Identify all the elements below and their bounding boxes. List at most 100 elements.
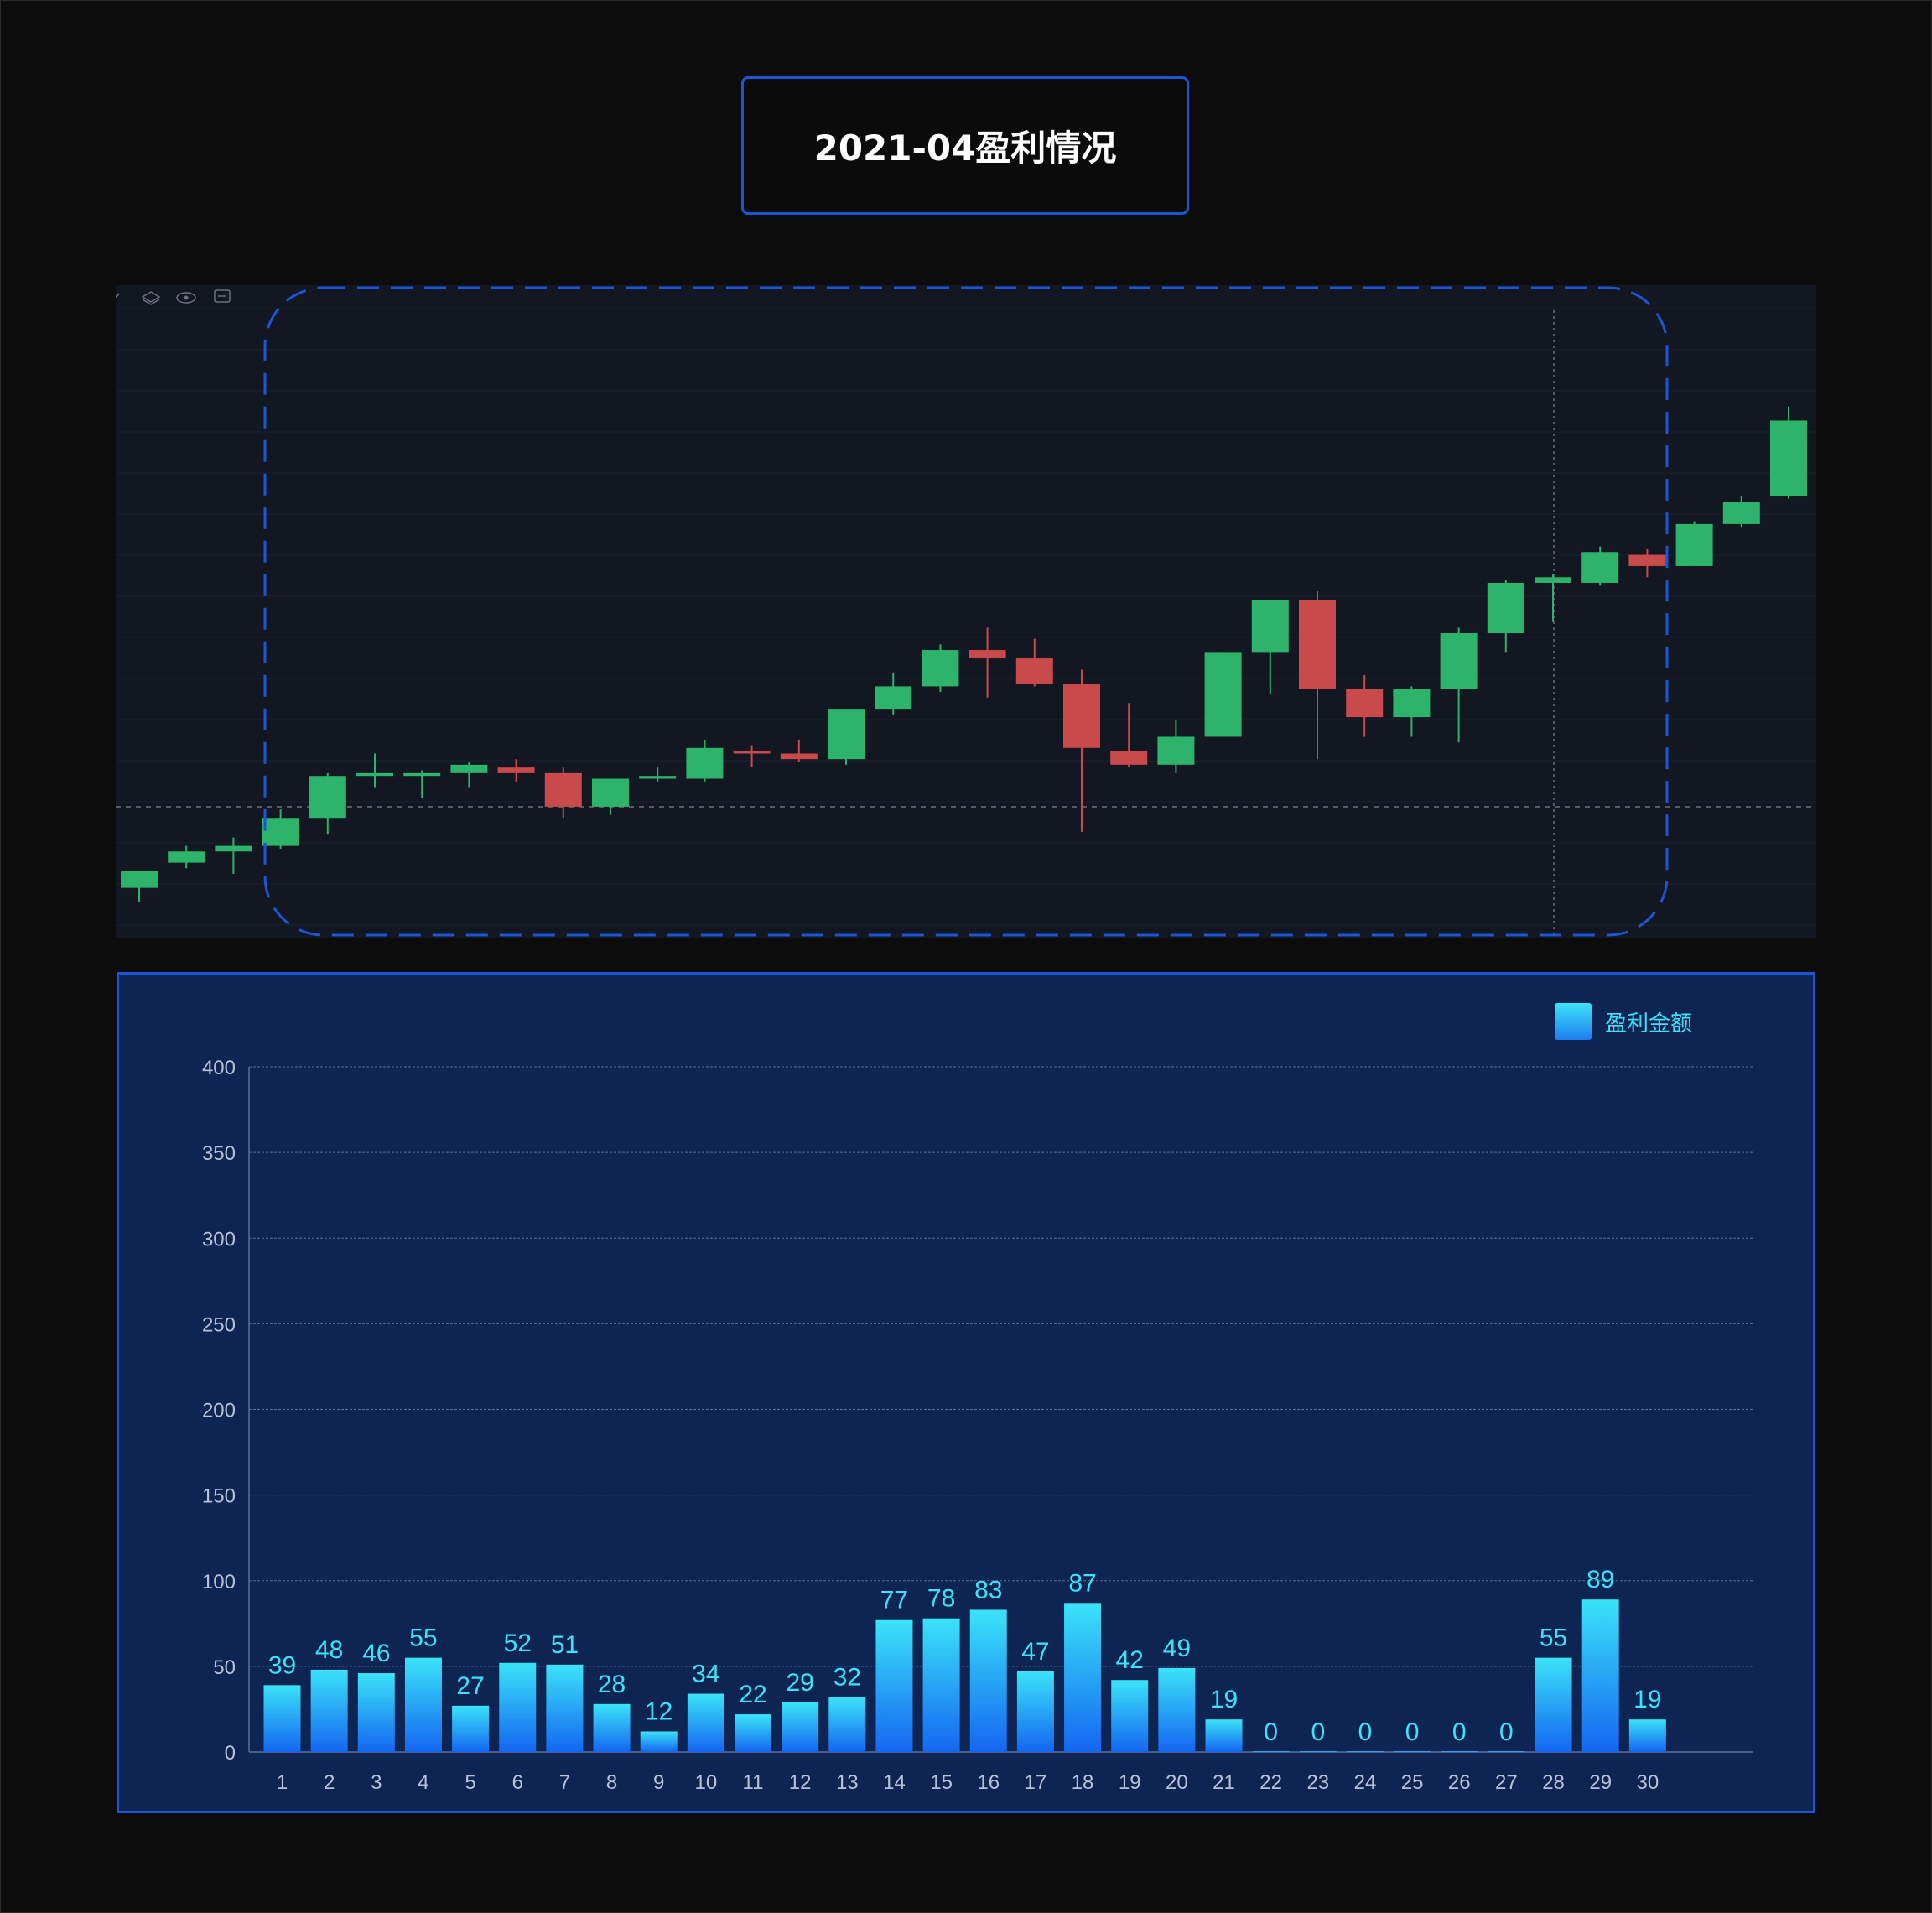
bar-value-label: 0	[1405, 1718, 1420, 1746]
x-tick-label: 30	[1636, 1771, 1659, 1794]
bar-value-label: 77	[880, 1587, 908, 1614]
bar-value-label: 19	[1633, 1686, 1661, 1713]
bar	[263, 1685, 301, 1752]
bar-value-label: 19	[1210, 1686, 1238, 1713]
candle-body	[1440, 633, 1478, 689]
kline-toolbar	[116, 289, 231, 305]
bar-group: 49 20	[1158, 1635, 1196, 1794]
candle	[922, 644, 959, 693]
candle-body	[1299, 599, 1336, 689]
x-tick-label: 25	[1401, 1771, 1424, 1794]
bar	[404, 1657, 442, 1752]
bar	[499, 1662, 537, 1752]
candle	[1628, 548, 1666, 578]
x-tick-label: 24	[1354, 1771, 1377, 1794]
kline-chart-panel[interactable]	[116, 285, 1816, 938]
kline-chart[interactable]	[116, 285, 1816, 938]
bar-value-label: 83	[974, 1576, 1002, 1604]
bar-value-label: 0	[1264, 1718, 1278, 1746]
bar-value-label: 22	[739, 1681, 766, 1708]
candle	[1157, 720, 1195, 773]
candle	[403, 770, 441, 798]
candle	[1487, 580, 1524, 653]
candle-body	[875, 686, 912, 710]
bar	[546, 1664, 584, 1752]
bar-group: 34 10	[687, 1661, 724, 1794]
bar-group: 83 16	[969, 1576, 1007, 1794]
y-tick-label: 200	[202, 1400, 236, 1422]
bar	[640, 1731, 678, 1752]
candle	[1535, 574, 1571, 622]
bar-value-label: 28	[598, 1671, 626, 1698]
bar	[1016, 1671, 1054, 1752]
page-title: 2021-04盈利情况	[813, 127, 1117, 169]
candle	[1299, 590, 1336, 760]
candle	[592, 778, 629, 815]
bar-value-label: 48	[315, 1636, 343, 1664]
legend-label: 盈利金额	[1605, 1011, 1693, 1037]
eye-icon	[176, 292, 196, 304]
candle	[1251, 599, 1289, 695]
x-tick-label: 23	[1306, 1771, 1329, 1794]
bar-group: 32 13	[828, 1664, 866, 1794]
bar-group: 87 18	[1064, 1569, 1102, 1794]
chart-legend[interactable]: 盈利金额	[1555, 1003, 1692, 1040]
bar-value-label: 0	[1452, 1718, 1467, 1746]
bar-group: 51 7	[546, 1631, 584, 1794]
candle-body	[1015, 658, 1053, 684]
settings-icon	[214, 289, 231, 303]
bar	[922, 1618, 960, 1752]
bar-group: 28 8	[593, 1671, 631, 1794]
y-tick-label: 250	[202, 1313, 236, 1336]
bar-value-label: 47	[1021, 1638, 1049, 1666]
x-tick-label: 22	[1259, 1771, 1282, 1794]
x-tick-label: 27	[1495, 1771, 1518, 1794]
bar-group: 52 6	[499, 1630, 537, 1794]
bar-value-label: 27	[456, 1672, 484, 1700]
candle-body	[969, 650, 1006, 659]
bar-group: 55 4	[404, 1624, 442, 1794]
bar	[1581, 1599, 1619, 1752]
candle	[639, 767, 677, 782]
bar-group: 0 23	[1299, 1718, 1337, 1794]
x-tick-label: 16	[977, 1771, 1000, 1794]
candle	[875, 672, 912, 715]
bar	[687, 1693, 724, 1752]
bar	[735, 1714, 771, 1752]
y-tick-label: 300	[202, 1228, 236, 1250]
candle-body	[1675, 523, 1713, 566]
bar-value-label: 32	[834, 1664, 861, 1692]
selection-rectangle	[263, 286, 1669, 937]
bar-group: 22 11	[735, 1681, 771, 1794]
bar-value-label: 55	[409, 1624, 437, 1652]
bar-value-label: 39	[268, 1651, 296, 1679]
candle-body	[215, 845, 252, 852]
x-tick-label: 21	[1213, 1771, 1235, 1794]
bar-value-label: 49	[1163, 1635, 1191, 1662]
candle-body	[403, 772, 441, 777]
bar-value-label: 34	[692, 1661, 719, 1688]
layers-icon	[141, 291, 161, 305]
y-tick-label: 150	[202, 1485, 236, 1508]
bar-group: 0 25	[1394, 1718, 1431, 1794]
bar	[828, 1697, 866, 1752]
bar-chart: 0501001502002503003504003914824635542755…	[202, 1057, 1753, 1794]
candle-body	[1393, 689, 1431, 718]
bar-value-label: 42	[1116, 1646, 1144, 1674]
x-tick-label: 15	[930, 1771, 953, 1794]
candle-body	[1581, 552, 1619, 583]
candle-body	[1063, 684, 1100, 748]
candle	[544, 767, 582, 819]
x-tick-label: 2	[324, 1771, 335, 1794]
candle-body	[262, 818, 299, 846]
bar	[1111, 1680, 1149, 1752]
bar-value-label: 0	[1358, 1718, 1373, 1746]
x-tick-label: 9	[653, 1771, 664, 1794]
candle-body	[686, 747, 724, 779]
bar-group: 47 17	[1016, 1638, 1054, 1794]
candle	[686, 739, 724, 782]
x-tick-label: 10	[694, 1771, 717, 1794]
bar	[593, 1703, 631, 1752]
bar-group: 42 19	[1111, 1646, 1149, 1794]
